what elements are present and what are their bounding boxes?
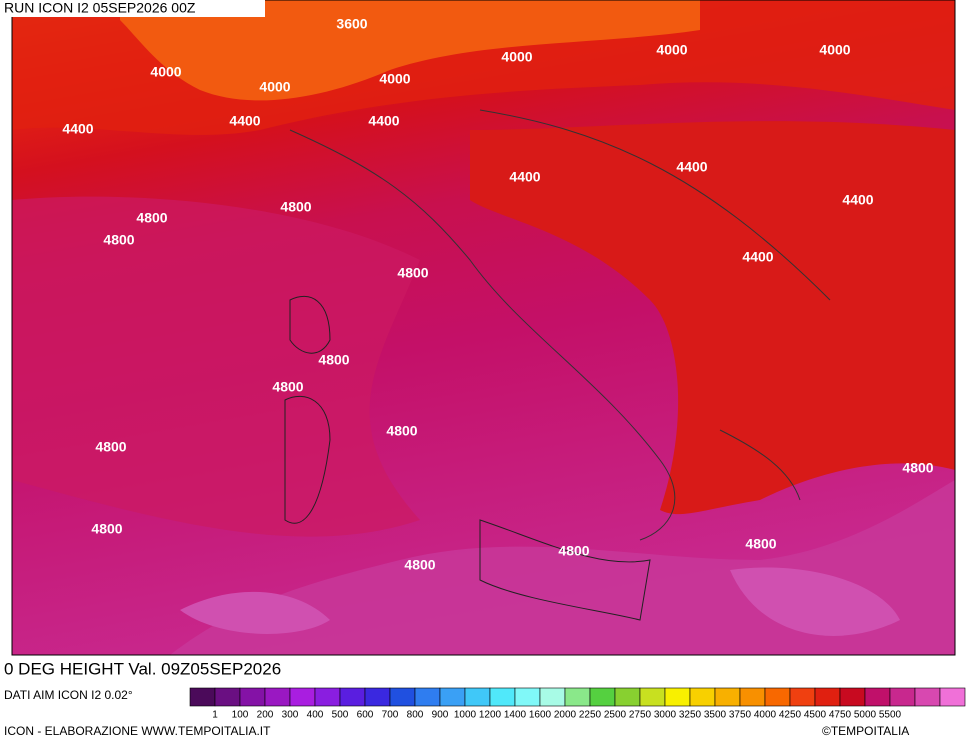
legend-swatch <box>539 687 566 707</box>
legend-swatch <box>564 687 591 707</box>
legend-swatch <box>589 687 616 707</box>
legend-label: 3750 <box>729 710 752 721</box>
legend-swatch <box>389 687 416 707</box>
legend-label: 5500 <box>879 710 902 721</box>
contour-label: 4400 <box>509 169 540 185</box>
legend-label: 2500 <box>604 710 627 721</box>
credit-label: ICON - ELABORAZIONE WWW.TEMPOITALIA.IT <box>4 724 271 738</box>
contour-label: 4400 <box>62 121 93 137</box>
legend-swatch <box>839 687 866 707</box>
contour-label: 4800 <box>397 265 428 281</box>
legend-label: 3000 <box>654 710 677 721</box>
contour-label: 4400 <box>368 113 399 129</box>
legend-label: 200 <box>257 710 274 721</box>
legend-swatch <box>339 687 366 707</box>
legend-swatch <box>764 687 791 707</box>
legend-swatch <box>639 687 666 707</box>
map <box>11 0 956 656</box>
legend-swatch <box>439 687 466 707</box>
legend-swatch <box>814 687 841 707</box>
legend-swatch <box>189 687 216 707</box>
legend: 1 100 200 300 400 500 600 700 800 900 1000 1200 1400… <box>189 687 966 721</box>
legend-label: 600 <box>357 710 374 721</box>
legend-label: 900 <box>432 710 449 721</box>
legend-label: 1 <box>212 710 218 721</box>
contour-label: 4400 <box>842 192 873 208</box>
legend-label: 2250 <box>579 710 602 721</box>
legend-label: 4250 <box>779 710 802 721</box>
legend-label: 800 <box>407 710 424 721</box>
contour-label: 4400 <box>676 159 707 175</box>
source-label: DATI AIM ICON I2 0.02° <box>4 688 133 702</box>
legend-label: 400 <box>307 710 324 721</box>
contour-label: 4000 <box>259 79 290 95</box>
legend-label: 1600 <box>529 710 552 721</box>
contour-labels: 3600 4000 4000 4000 4000 4000 4000 4400 4400 4400… <box>62 16 933 573</box>
legend-label: 2750 <box>629 710 652 721</box>
contour-label: 4800 <box>280 199 311 215</box>
contour-label: 4800 <box>558 543 589 559</box>
legend-swatch <box>514 687 541 707</box>
legend-label: 5000 <box>854 710 877 721</box>
contour-label: 4800 <box>103 232 134 248</box>
contour-label: 4400 <box>229 113 260 129</box>
legend-label: 100 <box>232 710 249 721</box>
legend-label: 4000 <box>754 710 777 721</box>
legend-swatch <box>364 687 391 707</box>
legend-swatch <box>614 687 641 707</box>
contour-label: 4000 <box>379 71 410 87</box>
legend-swatch <box>739 687 766 707</box>
legend-label: 4750 <box>829 710 852 721</box>
legend-swatch <box>289 687 316 707</box>
contour-label: 4800 <box>136 210 167 226</box>
legend-swatch <box>489 687 516 707</box>
legend-swatch <box>414 687 441 707</box>
header-bg <box>0 0 265 17</box>
legend-label: 500 <box>332 710 349 721</box>
legend-swatch <box>889 687 916 707</box>
contour-label: 4800 <box>272 379 303 395</box>
contour-label: 3600 <box>336 16 367 32</box>
contour-label: 4800 <box>745 536 776 552</box>
contour-label: 4000 <box>819 42 850 58</box>
legend-label: 3500 <box>704 710 727 721</box>
legend-swatch <box>264 687 291 707</box>
legend-swatch <box>464 687 491 707</box>
copyright-label: ©TEMPOITALIA <box>822 724 909 738</box>
contour-label: 4000 <box>501 49 532 65</box>
legend-swatch <box>864 687 891 707</box>
legend-label: 1400 <box>504 710 527 721</box>
legend-label: 1000 <box>454 710 477 721</box>
run-label: RUN ICON I2 05SEP2026 00Z <box>4 0 196 16</box>
legend-swatch <box>689 687 716 707</box>
contour-label: 4800 <box>902 460 933 476</box>
legend-swatch <box>914 687 941 707</box>
legend-label: 700 <box>382 710 399 721</box>
legend-swatch <box>789 687 816 707</box>
contour-label: 4800 <box>318 352 349 368</box>
legend-label: 1200 <box>479 710 502 721</box>
contour-label: 4800 <box>95 439 126 455</box>
legend-swatch <box>314 687 341 707</box>
contour-label: 4000 <box>656 42 687 58</box>
contour-label: 4000 <box>150 64 181 80</box>
legend-label: 2000 <box>554 710 577 721</box>
legend-label: 300 <box>282 710 299 721</box>
contour-label: 4800 <box>91 521 122 537</box>
map-title: 0 DEG HEIGHT Val. 09Z05SEP2026 <box>4 659 281 678</box>
legend-swatch <box>214 687 241 707</box>
title-bg <box>0 657 413 683</box>
contour-label: 4800 <box>386 423 417 439</box>
legend-swatch <box>664 687 691 707</box>
legend-swatch <box>939 687 966 707</box>
legend-label: 4500 <box>804 710 827 721</box>
contour-label: 4800 <box>404 557 435 573</box>
legend-swatch <box>239 687 266 707</box>
contour-label: 4400 <box>742 249 773 265</box>
legend-label: 3250 <box>679 710 702 721</box>
legend-swatch <box>714 687 741 707</box>
